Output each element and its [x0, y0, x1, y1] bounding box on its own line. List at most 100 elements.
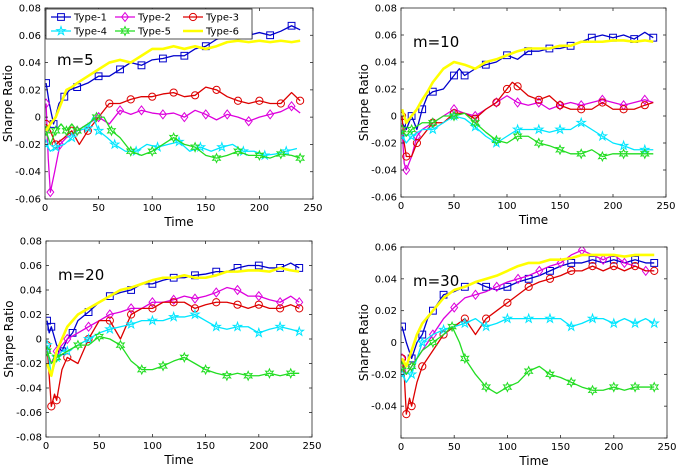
- y-tick-label: -0.02: [16, 359, 42, 370]
- data-point-marker: [148, 297, 157, 308]
- data-point-marker: [566, 376, 577, 388]
- data-point-marker: [179, 351, 190, 364]
- data-point-marker: [577, 105, 586, 114]
- data-point-marker: [437, 323, 450, 335]
- data-point-marker: [630, 262, 640, 271]
- series-line-type-3: [401, 265, 655, 415]
- data-point-marker: [46, 345, 52, 357]
- x-tick-label: 0: [43, 441, 49, 452]
- x-tick-label: 250: [656, 201, 675, 212]
- data-point-marker: [480, 320, 492, 332]
- y-tick-label: 0.06: [375, 31, 397, 42]
- data-point-marker: [148, 304, 157, 313]
- series-line-type-1: [401, 259, 655, 360]
- y-tick-label: 0.02: [19, 85, 41, 96]
- series-line-type-2: [401, 95, 654, 171]
- data-point-marker: [115, 339, 126, 351]
- data-point-marker: [116, 105, 125, 116]
- data-point-marker: [147, 145, 158, 157]
- data-point-marker: [418, 105, 427, 114]
- y-tick-label: 0.04: [20, 286, 42, 297]
- data-point-marker: [502, 84, 512, 94]
- y-axis-label: Sharpe Ratio: [1, 65, 15, 142]
- data-point-marker: [169, 298, 178, 307]
- data-point-marker: [608, 317, 620, 329]
- data-point-marker: [266, 109, 275, 120]
- data-point-marker: [254, 261, 263, 270]
- data-point-marker: [459, 317, 471, 329]
- data-point-marker: [630, 381, 640, 393]
- data-point-marker: [418, 330, 427, 339]
- series-line-type-2: [45, 103, 301, 193]
- data-point-marker: [513, 82, 522, 91]
- x-axis-label: Time: [163, 215, 193, 229]
- data-point-marker: [127, 303, 136, 314]
- data-point-marker: [596, 130, 609, 142]
- data-point-marker: [194, 141, 207, 153]
- y-tick-label: 0: [36, 335, 42, 346]
- data-point-marker: [146, 314, 159, 326]
- data-point-marker: [274, 320, 286, 332]
- legend-item-type-2: Type-2: [115, 11, 171, 24]
- legend-label: Type-5: [137, 27, 171, 38]
- legend-label: Type-3: [205, 13, 239, 24]
- data-point-marker: [428, 336, 438, 349]
- data-point-marker: [450, 71, 458, 80]
- data-point-marker: [597, 150, 608, 163]
- data-point-marker: [401, 322, 406, 331]
- plot-area: [401, 247, 667, 438]
- y-tick-label: 0: [35, 113, 41, 124]
- data-point-marker: [212, 287, 221, 298]
- x-tick-label: 100: [498, 442, 517, 453]
- y-axis-label: Sharpe Ratio: [357, 304, 371, 381]
- data-point-marker: [92, 124, 105, 136]
- data-point-marker: [253, 326, 265, 338]
- data-point-marker: [169, 88, 178, 97]
- chart-panel-2: 0 50 100 150 200 250 -0.08 -0.06 -0.04 -0.02 0 0.02…: [2, 237, 322, 468]
- data-point-marker: [73, 339, 83, 351]
- data-point-marker: [47, 402, 56, 411]
- data-point-marker: [459, 352, 470, 365]
- x-tick-label: 50: [93, 441, 106, 452]
- data-point-marker: [649, 33, 658, 42]
- data-point-marker: [631, 255, 639, 264]
- data-point-marker: [106, 125, 117, 137]
- data-point-marker: [212, 85, 221, 94]
- data-point-marker: [492, 98, 501, 107]
- data-point-marker: [471, 289, 480, 300]
- data-point-marker: [427, 117, 438, 129]
- data-point-marker: [598, 98, 607, 107]
- data-point-marker: [439, 290, 448, 299]
- y-tick-label: 0.06: [375, 243, 397, 254]
- data-point-marker: [588, 262, 597, 271]
- data-point-marker: [190, 304, 200, 313]
- data-point-marker: [429, 306, 437, 315]
- data-point-marker: [555, 144, 565, 156]
- chart-panel-1: 0 50 100 150 200 250 -0.06 -0.04 -0.02 0 0.02 0.04 0…: [357, 4, 676, 228]
- data-point-marker: [66, 131, 78, 143]
- data-point-marker: [406, 123, 417, 136]
- data-point-marker: [567, 259, 576, 267]
- data-point-marker: [650, 259, 659, 267]
- data-point-marker: [82, 332, 95, 344]
- y-tick-label: 0.04: [375, 274, 397, 285]
- data-point-marker: [470, 117, 481, 129]
- data-point-marker: [401, 123, 407, 136]
- x-tick-label: 0: [42, 203, 48, 214]
- chart-panel-0: 0 50 100 150 200 250 -0.06 -0.04 -0.02 0 0.02 0.04 0…: [1, 4, 323, 230]
- y-tick-label: -0.02: [15, 140, 41, 151]
- y-axis-label: Sharpe Ratio: [2, 300, 16, 377]
- data-point-marker: [514, 273, 523, 285]
- data-point-marker: [126, 95, 135, 104]
- x-tick-label: 200: [604, 442, 623, 453]
- x-tick-label: 250: [303, 203, 322, 214]
- data-point-marker: [295, 304, 304, 313]
- legend-marker: [57, 13, 65, 21]
- data-point-marker: [136, 363, 147, 376]
- y-axis-label: Sharpe Ratio: [357, 64, 371, 141]
- data-point-marker: [233, 284, 242, 296]
- y-tick-label: -0.04: [15, 167, 41, 178]
- data-point-marker: [293, 325, 305, 337]
- panel-title: m=10: [413, 33, 459, 51]
- data-point-marker: [45, 138, 52, 150]
